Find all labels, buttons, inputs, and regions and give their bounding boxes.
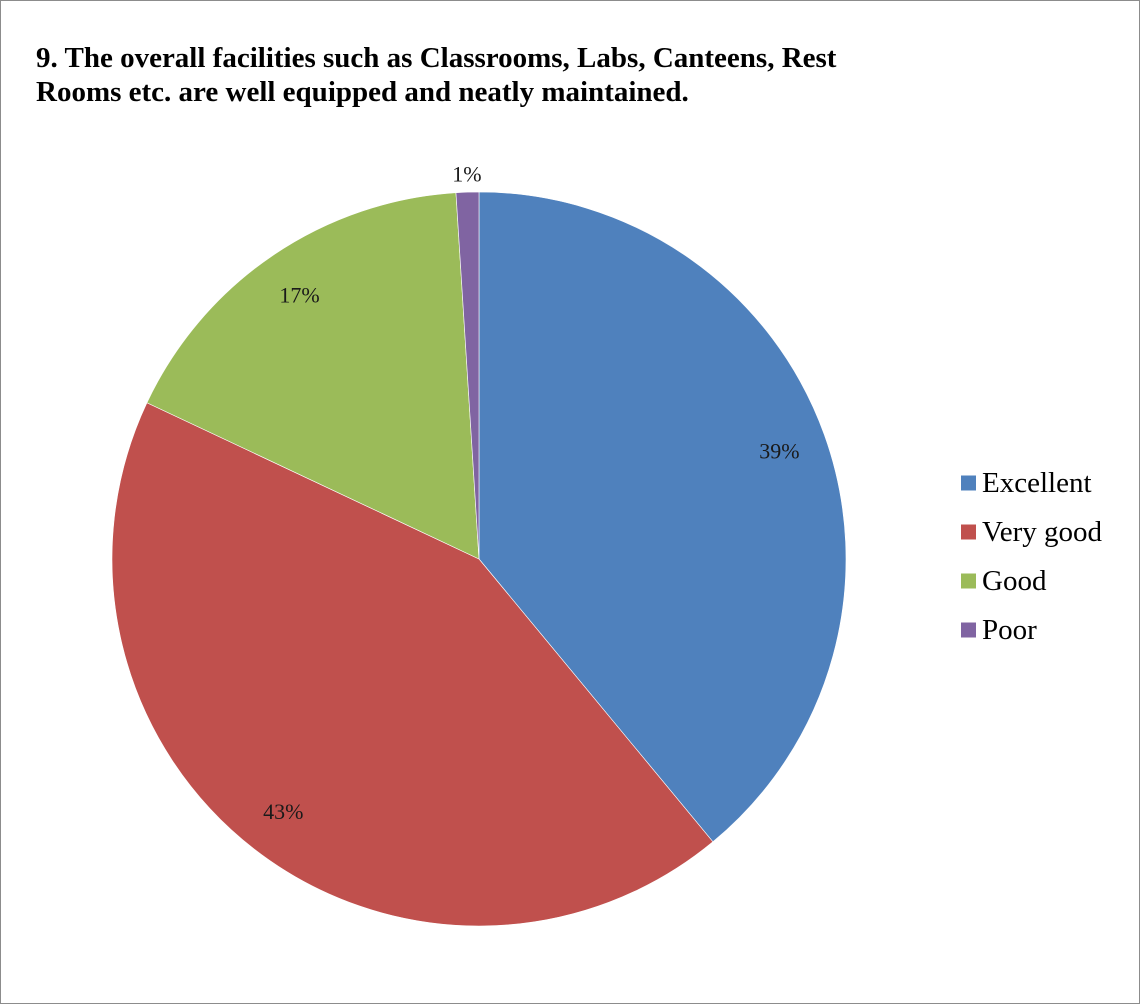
data-label-good: 17% xyxy=(279,282,319,307)
data-label-very-good: 43% xyxy=(263,799,303,824)
legend-label-very-good: Very good xyxy=(982,516,1103,548)
legend-swatch-excellent xyxy=(961,475,976,491)
legend-label-poor: Poor xyxy=(982,614,1037,646)
legend-swatch-very-good xyxy=(961,524,976,540)
legend-label-good: Good xyxy=(982,565,1047,597)
pie-slice-good xyxy=(146,192,480,560)
legend-label-excellent: Excellent xyxy=(982,467,1092,499)
data-label-excellent: 39% xyxy=(759,438,799,463)
pie-slice-very-good xyxy=(111,402,714,927)
legend-swatch-poor xyxy=(961,622,976,638)
chart-title: 9. The overall facilities such as Classr… xyxy=(36,42,837,108)
legend-swatch-good xyxy=(961,573,976,589)
pie-slice-poor xyxy=(455,191,480,560)
pie-slice-excellent xyxy=(478,191,847,843)
data-label-poor: 1% xyxy=(452,162,481,187)
